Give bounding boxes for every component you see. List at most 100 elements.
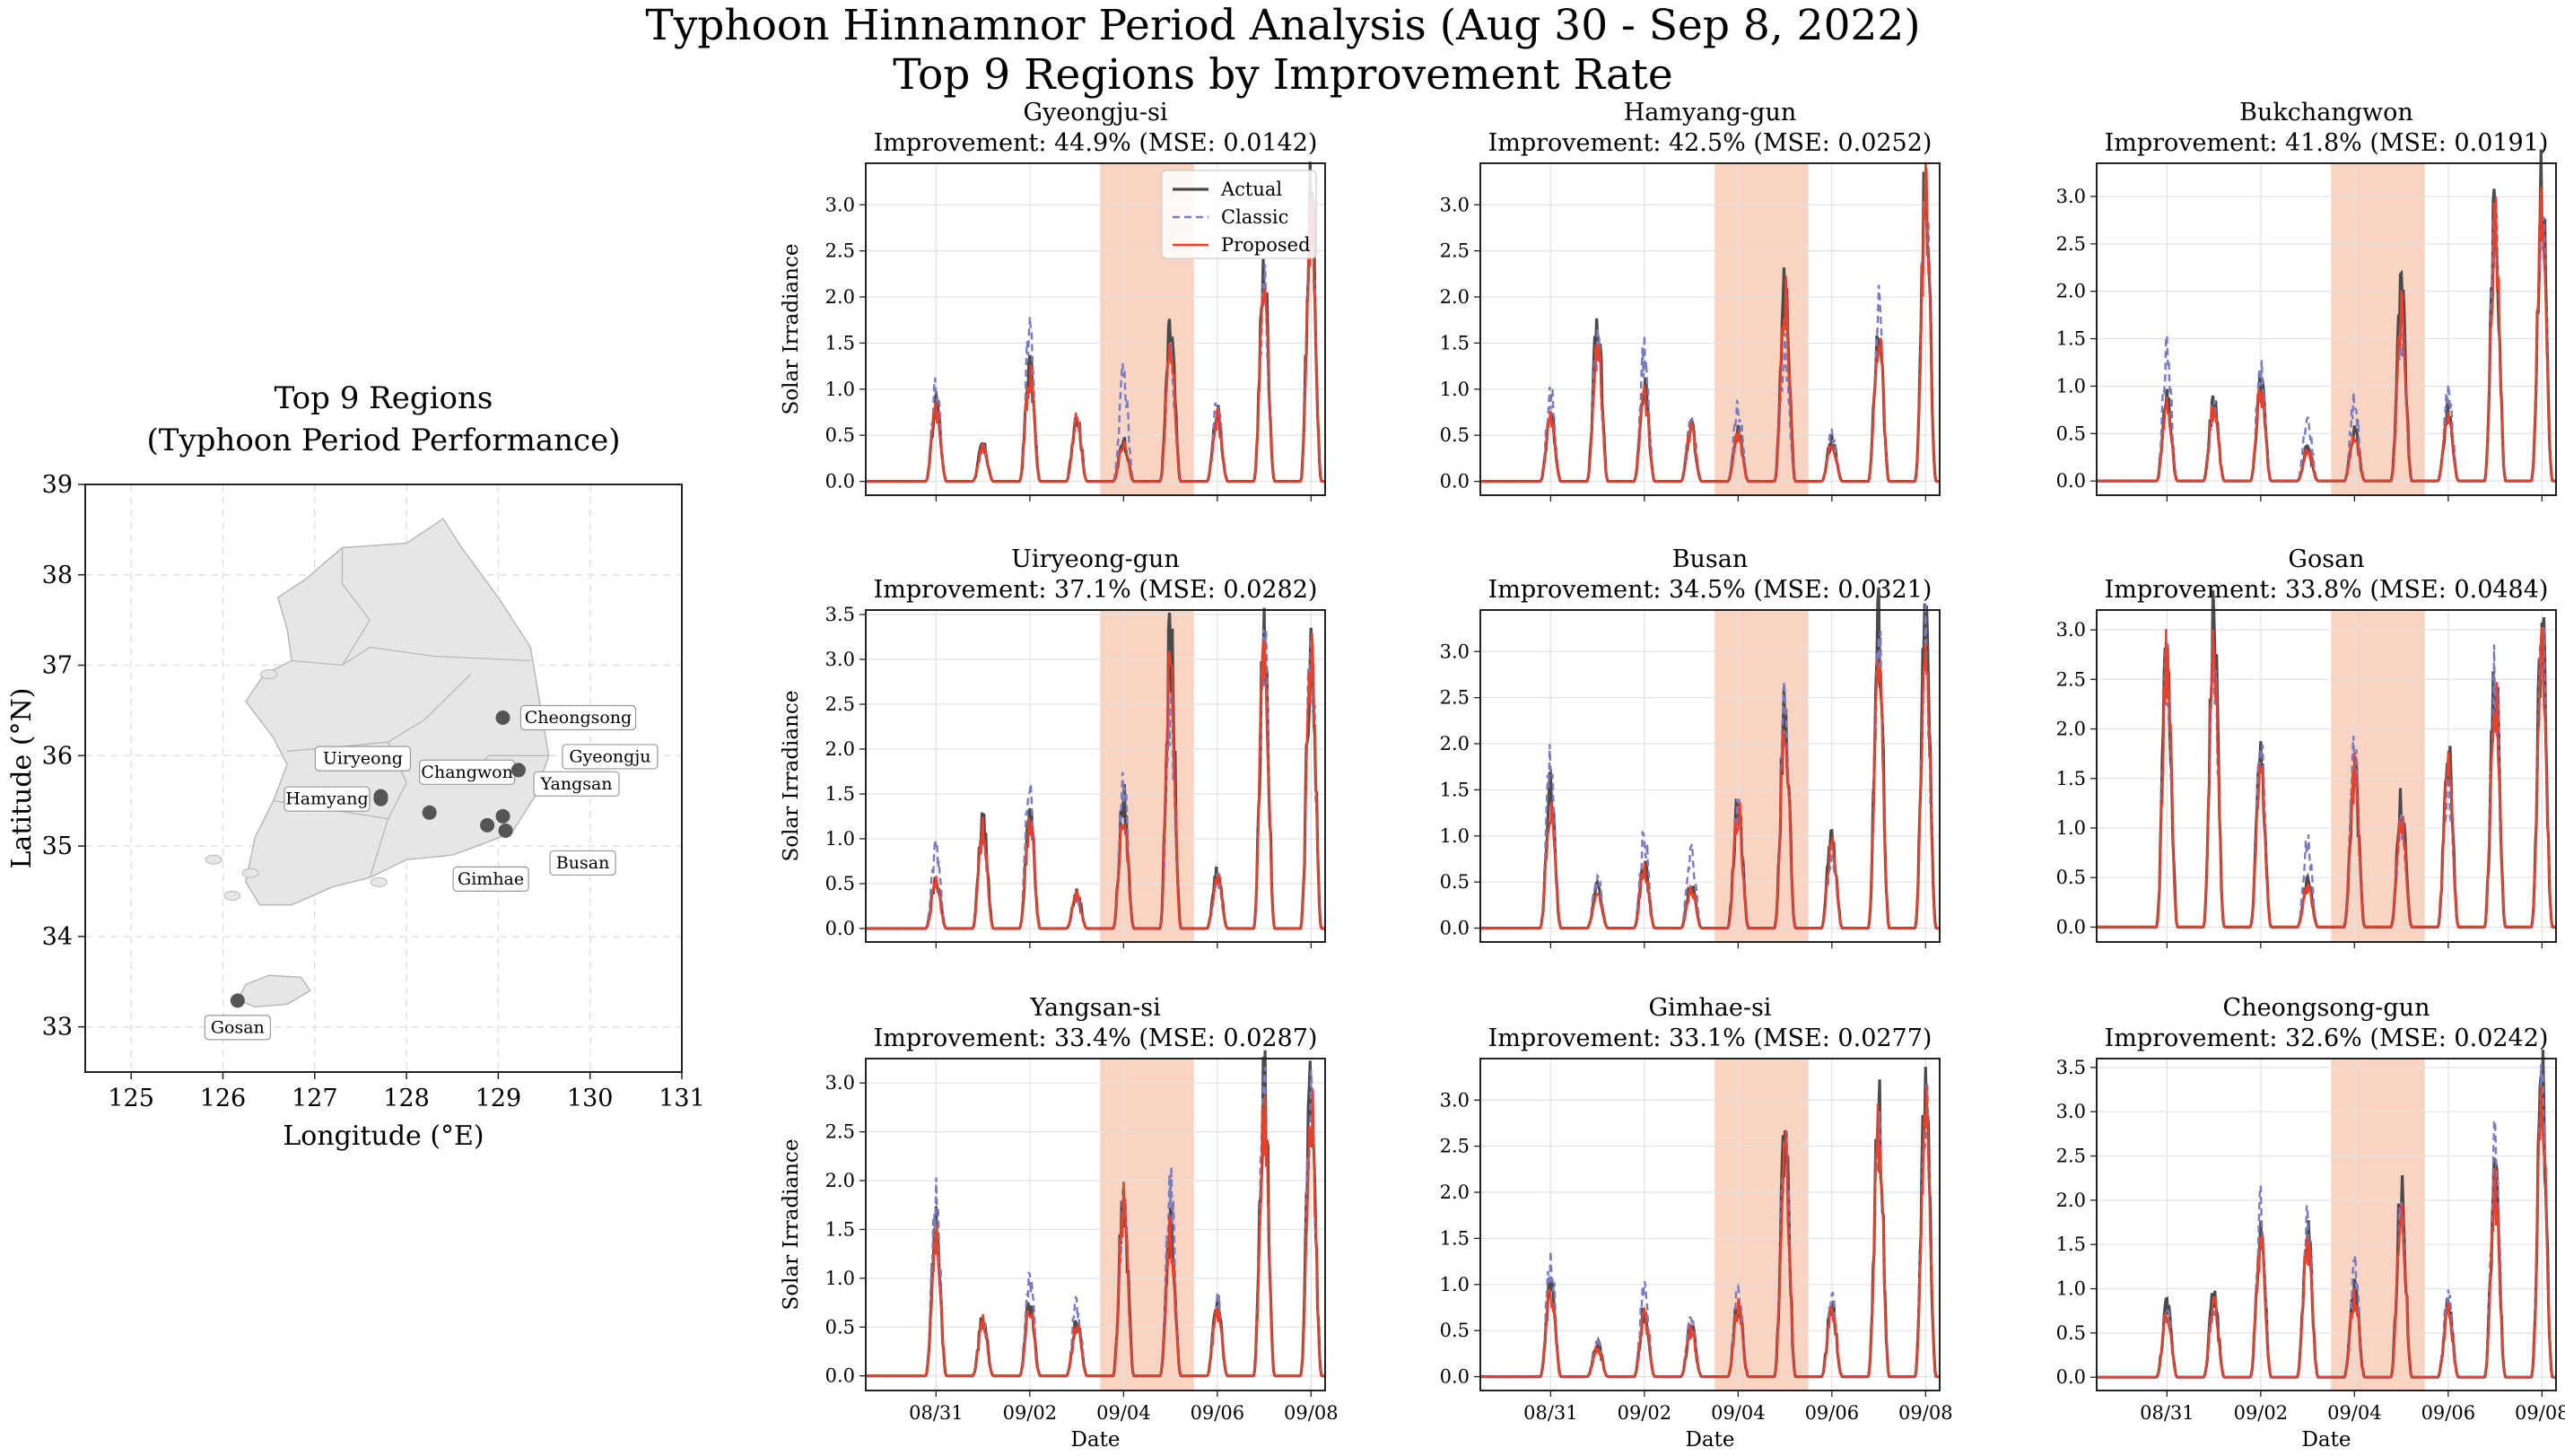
ytick-label: 0.5 (2056, 423, 2086, 444)
ytick-label: 0.5 (1440, 871, 1470, 893)
region-map: Top 9 Regions (Typhoon Period Performance… (6, 380, 705, 1152)
map-ytick-label: 36 (42, 742, 73, 770)
ytick-label: 2.0 (825, 738, 855, 760)
panel-improvement: Improvement: 33.1% (MSE: 0.0277) (1488, 1024, 1932, 1052)
ytick-label: 2.0 (1440, 1181, 1470, 1203)
ytick-label: 0.5 (1440, 1320, 1470, 1341)
panel-frame (865, 609, 1326, 943)
ytick-label: 2.0 (2056, 719, 2086, 740)
map-label-cheongsong: Cheongsong (525, 708, 632, 728)
panel-improvement: Improvement: 34.5% (MSE: 0.0321) (1488, 576, 1932, 604)
ytick-label: 3.0 (825, 1072, 855, 1094)
map-xlabel: Longitude (°E) (283, 1120, 484, 1152)
typhoon-band (1714, 1059, 1809, 1391)
ytick-label: 2.5 (2056, 668, 2086, 690)
map-label-box (314, 745, 412, 772)
xtick-label: 09/02 (1003, 1402, 1058, 1424)
ytick-label: 0.5 (1440, 424, 1470, 446)
map-xtick-label: 125 (108, 1085, 154, 1112)
panel-frame (1479, 1058, 1941, 1391)
series-proposed (1480, 642, 1940, 929)
typhoon-band (1714, 163, 1809, 495)
xtick-label: 08/31 (2140, 1402, 2194, 1424)
map-land-jeju (236, 974, 311, 1008)
ytick-label: 1.0 (825, 828, 855, 850)
panel-frame (1479, 609, 1941, 943)
panel-title: Gyeongju-si (1023, 99, 1167, 126)
map-label-box (562, 744, 659, 770)
series-proposed (866, 1089, 1325, 1377)
ytick-label: 1.0 (2056, 375, 2086, 397)
panel-hamyang-gun: Hamyang-gun Improvement: 42.5% (MSE: 0.02… (1440, 99, 1941, 501)
map-xtick-label: 131 (659, 1085, 705, 1112)
xtick-label: 09/06 (1805, 1402, 1860, 1424)
map-label-box (549, 850, 616, 876)
ytick-label: 3.0 (825, 649, 855, 670)
map-province-border (292, 646, 531, 667)
ytick-label: 1.0 (825, 1268, 855, 1289)
panel-improvement: Improvement: 32.6% (MSE: 0.0242) (2105, 1024, 2549, 1052)
ytick-label: 2.5 (2056, 233, 2086, 255)
xtick-label: 08/31 (1523, 1402, 1578, 1424)
map-ytick-label: 35 (42, 833, 73, 860)
map-marker-cheongsong (495, 710, 510, 725)
ytick-label: 1.5 (1440, 1227, 1470, 1249)
map-label-hamyang: Hamyang (285, 789, 368, 809)
map-label-box (533, 771, 620, 797)
panel-uiryeong-gun: Uiryeong-gun Improvement: 37.1% (MSE: 0.0… (780, 545, 1326, 948)
xtick-label: 09/06 (1191, 1402, 1245, 1424)
ytick-label: 3.0 (2056, 619, 2086, 641)
panel-improvement: Improvement: 42.5% (MSE: 0.0252) (1488, 129, 1932, 157)
panel-title: Hamyang-gun (1624, 99, 1796, 126)
ytick-label: 2.0 (2056, 281, 2086, 302)
xtick-label: 09/04 (1096, 1402, 1151, 1424)
map-label-yangsan: Yangsan (539, 774, 612, 794)
series-proposed (1480, 161, 1940, 483)
ytick-label: 0.5 (825, 873, 855, 894)
ytick-label: 0.5 (2056, 867, 2086, 888)
ytick-label: 0.5 (825, 424, 855, 446)
map-xtick-label: 126 (200, 1085, 247, 1112)
xtick-label: 09/08 (1898, 1402, 1953, 1424)
panel-title: Cheongsong-gun (2223, 994, 2430, 1022)
series-classic (1480, 163, 1940, 483)
ytick-label: 0.0 (1440, 918, 1470, 939)
xtick-label: 09/06 (2421, 1402, 2476, 1424)
panel-frame (865, 1058, 1326, 1391)
legend-classic-label: Classic (1221, 206, 1288, 228)
ytick-label: 0.5 (2056, 1322, 2086, 1344)
ytick-label: 3.0 (2056, 186, 2086, 207)
map-xtick-label: 130 (567, 1085, 614, 1112)
ytick-label: 1.5 (825, 783, 855, 805)
ytick-label: 1.5 (1440, 779, 1470, 800)
ytick-label: 0.0 (1440, 1366, 1470, 1388)
panel-ylabel: Solar Irradiance (780, 1139, 803, 1311)
ytick-label: 3.0 (1440, 641, 1470, 662)
panel-title: Bukchangwon (2239, 99, 2413, 126)
series-proposed (2097, 626, 2556, 929)
ytick-label: 3.0 (825, 194, 855, 215)
map-ytick-label: 37 (42, 652, 73, 680)
xtick-label: 09/04 (1711, 1402, 1766, 1424)
map-xtick-label: 128 (383, 1085, 430, 1112)
ytick-label: 2.0 (1440, 286, 1470, 308)
ytick-label: 2.5 (1440, 240, 1470, 262)
panel-title: Uiryeong-gun (1011, 545, 1180, 573)
panel-title: Busan (1672, 545, 1749, 573)
map-label-box (204, 1015, 271, 1041)
series-proposed (2097, 187, 2556, 483)
map-label-gimhae: Gimhae (458, 869, 524, 889)
ytick-label: 0.0 (2056, 916, 2086, 937)
ytick-label: 3.0 (1440, 1089, 1470, 1111)
panel-improvement: Improvement: 41.8% (MSE: 0.0191) (2105, 129, 2549, 157)
map-island (205, 854, 222, 865)
ytick-label: 0.0 (825, 918, 855, 939)
ytick-label: 0.0 (825, 471, 855, 493)
ytick-label: 3.0 (1440, 194, 1470, 215)
ytick-label: 0.0 (825, 1365, 855, 1387)
map-frame (84, 484, 683, 1073)
